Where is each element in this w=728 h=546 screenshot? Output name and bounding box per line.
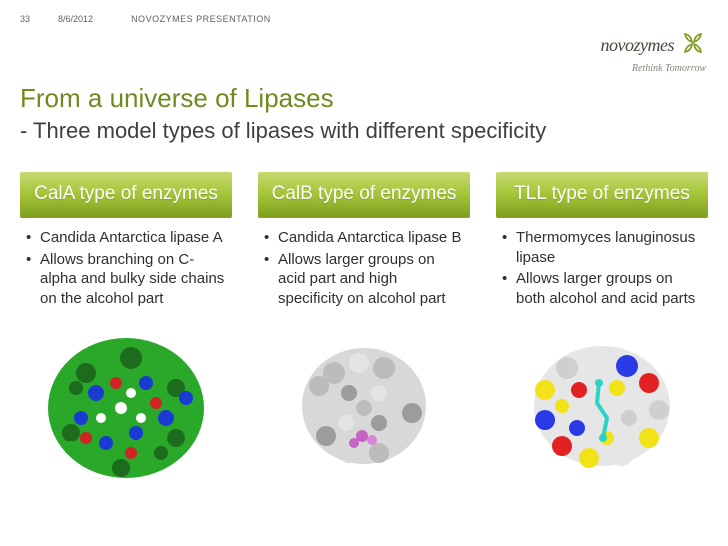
leaf-icon xyxy=(680,30,706,61)
brand-logo: novozymes Rethink Tomorrow xyxy=(601,30,706,74)
slide-date: 8/6/2012 xyxy=(58,14,93,24)
slide-meta-bar: 33 8/6/2012 NOVOZYMES PRESENTATION xyxy=(20,14,708,24)
presentation-name: NOVOZYMES PRESENTATION xyxy=(131,14,271,24)
molecule-graphic-tll xyxy=(496,323,708,483)
column-header: TLL type of enzymes xyxy=(496,172,708,218)
column-header: CalA type of enzymes xyxy=(20,172,232,218)
bullet: Candida Antarctica lipase B xyxy=(264,228,464,248)
column-cala: CalA type of enzymes Candida Antarctica … xyxy=(20,172,232,483)
bullet: Allows larger groups on acid part and hi… xyxy=(264,250,464,309)
columns-container: CalA type of enzymes Candida Antarctica … xyxy=(20,172,708,483)
bullet: Allows branching on C-alpha and bulky si… xyxy=(26,250,226,309)
molecule-graphic-calb xyxy=(258,323,470,483)
title-sub: - Three model types of lipases with diff… xyxy=(20,117,546,146)
brand-tagline: Rethink Tomorrow xyxy=(601,63,706,74)
slide-number: 33 xyxy=(20,14,30,24)
bullet: Candida Antarctica lipase A xyxy=(26,228,226,248)
column-calb: CalB type of enzymes Candida Antarctica … xyxy=(258,172,470,483)
slide-title-block: From a universe of Lipases - Three model… xyxy=(20,82,546,145)
column-body: Candida Antarctica lipase B Allows large… xyxy=(258,218,470,315)
title-main: From a universe of Lipases xyxy=(20,82,546,115)
column-tll: TLL type of enzymes Thermomyces lanugino… xyxy=(496,172,708,483)
brand-name: novozymes xyxy=(601,35,674,56)
bullet: Thermomyces lanuginosus lipase xyxy=(502,228,702,268)
column-body: Thermomyces lanuginosus lipase Allows la… xyxy=(496,218,708,315)
column-body: Candida Antarctica lipase A Allows branc… xyxy=(20,218,232,315)
molecule-graphic-cala xyxy=(20,323,232,483)
bullet: Allows larger groups on both alcohol and… xyxy=(502,269,702,309)
column-header: CalB type of enzymes xyxy=(258,172,470,218)
